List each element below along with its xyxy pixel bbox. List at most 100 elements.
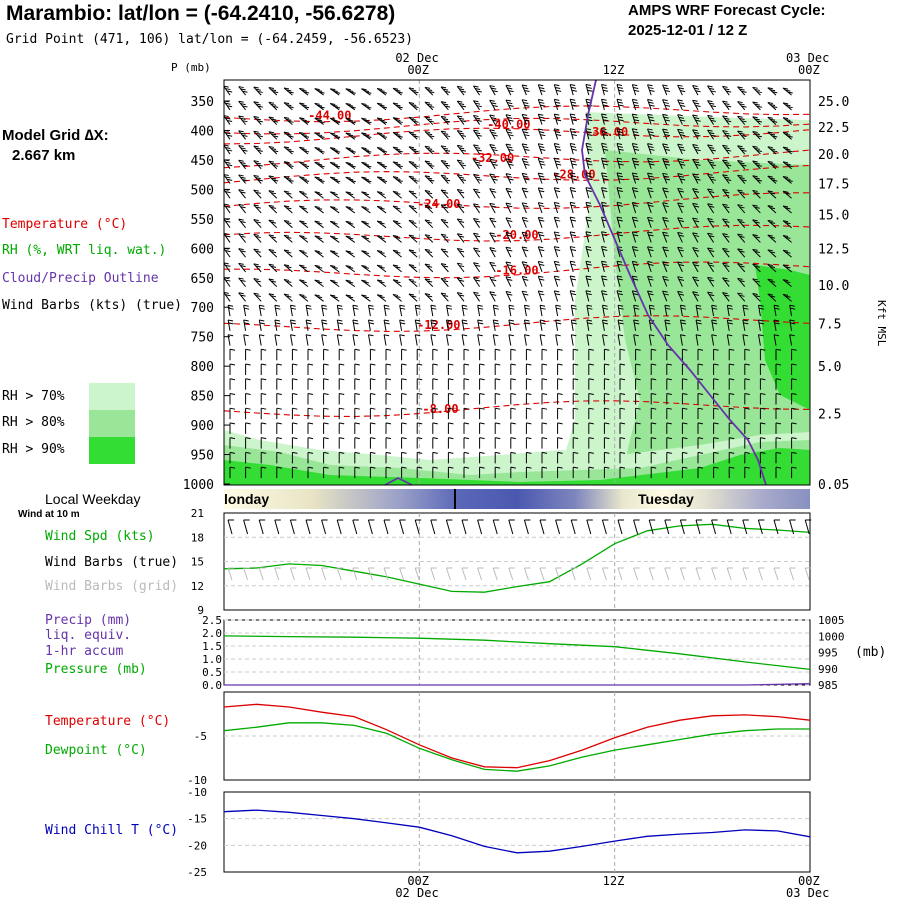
wind-barb-staff xyxy=(707,203,715,214)
wind-barb-feather xyxy=(448,378,454,381)
wind-barb-staff xyxy=(223,292,231,302)
wind-barb-feather xyxy=(319,135,325,138)
wind-spd-label: Wind Spd (kts) xyxy=(45,529,155,544)
wind-barb xyxy=(345,88,356,96)
wind-barb-feather xyxy=(330,102,336,105)
wind-barb-feather xyxy=(361,176,367,179)
wind-barb xyxy=(283,116,294,125)
wind-barb-feather xyxy=(678,87,685,90)
wind-barb-feather xyxy=(693,102,700,105)
wind-barb-feather xyxy=(539,219,545,222)
wind-barb xyxy=(782,234,792,243)
wind-barb-feather xyxy=(787,135,793,138)
wind-barb xyxy=(245,378,251,390)
wind-barb xyxy=(440,292,449,302)
wind-barb xyxy=(243,319,250,331)
wind-barb-feather xyxy=(588,407,594,410)
wind-barb-staff xyxy=(408,146,418,155)
wind-barb-feather xyxy=(286,148,292,151)
wind-barb-feather xyxy=(317,192,323,195)
wind-barb-staff xyxy=(767,219,777,229)
wind-barb-staff xyxy=(399,334,403,346)
wind-barb-staff xyxy=(737,292,746,302)
wind-barb-feather xyxy=(350,121,356,124)
wind-barb-feather xyxy=(432,392,438,395)
wind-barb-feather xyxy=(586,160,592,163)
wind-barb xyxy=(253,233,262,243)
wind-barb-feather xyxy=(283,205,290,208)
wind-barb xyxy=(603,451,610,464)
wind-barb-feather xyxy=(767,264,773,267)
wind-barb-feather xyxy=(505,99,512,102)
wind-barb-feather xyxy=(540,134,546,137)
wind-barb-feather xyxy=(238,233,244,236)
wind-barb-feather xyxy=(523,146,529,149)
wind-barb-staff xyxy=(345,176,356,184)
wind-barb-feather xyxy=(666,422,672,425)
wind-barb-feather xyxy=(585,290,592,293)
wind-barb-staff xyxy=(782,131,792,140)
wind-barb xyxy=(521,158,530,169)
wind-barb-staff xyxy=(521,187,527,199)
wind-barb-feather xyxy=(602,160,608,163)
wind-barb xyxy=(253,278,262,287)
wind-barb-feather xyxy=(317,251,323,254)
wind-barb-feather xyxy=(307,407,314,410)
wind-barb xyxy=(376,279,387,288)
wind-barb-feather xyxy=(633,263,639,266)
wind-barb xyxy=(345,206,356,214)
wind-barb xyxy=(440,160,451,170)
wind-barb xyxy=(537,143,546,155)
wind-barb-feather xyxy=(695,104,701,107)
wind-barb xyxy=(345,132,356,140)
wind-barb-feather xyxy=(741,120,747,123)
wind-barb-feather xyxy=(270,206,277,209)
grid-wind-barb xyxy=(321,567,327,581)
wind-barb xyxy=(369,422,376,434)
wind-barb xyxy=(432,363,438,375)
weekday-right-label: Tuesday xyxy=(638,491,694,507)
wind-barb-feather xyxy=(541,378,548,381)
wind-barb-feather xyxy=(322,322,328,325)
wind-barb xyxy=(369,437,376,449)
wind-barb-staff xyxy=(289,305,293,317)
surface-wind-barb xyxy=(539,519,545,535)
wind-barb-feather xyxy=(767,87,773,90)
wind-barb-feather xyxy=(242,105,248,108)
wind-barb xyxy=(767,102,778,111)
wind-barb xyxy=(505,261,513,273)
wind-barb-feather xyxy=(739,294,745,297)
wind-barb-feather xyxy=(370,451,376,454)
wind-barb xyxy=(619,378,626,390)
wind-barb-feather xyxy=(789,319,795,322)
wind-barb xyxy=(692,202,700,214)
wind-barb-feather xyxy=(647,143,653,146)
wind-barb-feather xyxy=(662,261,668,264)
wind-barb-feather xyxy=(473,129,479,132)
wind-barb xyxy=(662,99,670,111)
wind-barb-staff xyxy=(537,261,543,273)
wind-barb-feather xyxy=(634,307,640,310)
wind-barb xyxy=(713,437,719,449)
wind-barb-feather xyxy=(758,322,765,325)
wind-barb-feather xyxy=(539,175,545,178)
wind-barb-feather xyxy=(225,264,231,267)
wind-barb-feather xyxy=(424,189,431,192)
wind-barb-feather xyxy=(458,117,465,120)
wind-barb-feather xyxy=(223,232,229,235)
wind-barb xyxy=(541,422,548,434)
wind-barb xyxy=(345,161,356,170)
wind-barb-feather xyxy=(332,237,338,240)
wind-barb-feather xyxy=(491,205,497,208)
wind-barb xyxy=(647,172,655,184)
wind-barb-feather xyxy=(429,164,435,167)
wind-barb-feather xyxy=(238,115,244,118)
wind-barb-staff xyxy=(361,206,371,214)
wind-barb-feather xyxy=(722,85,728,88)
wind-barb-feather xyxy=(709,205,715,208)
wind-barb-staff xyxy=(662,114,668,125)
wind-barb-feather xyxy=(510,348,516,351)
wind-barb-feather xyxy=(253,263,259,266)
wind-barb-feather xyxy=(769,89,776,92)
wind-barb-feather xyxy=(424,278,431,281)
